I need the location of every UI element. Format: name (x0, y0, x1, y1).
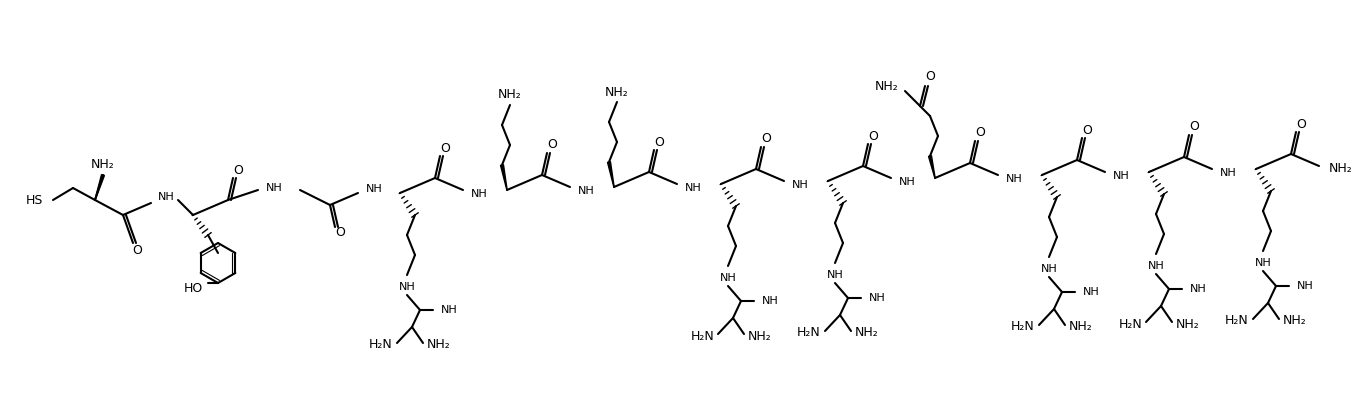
Text: NH: NH (899, 177, 915, 187)
Text: NH: NH (869, 293, 885, 303)
Text: NH₂: NH₂ (605, 86, 629, 98)
Text: H₂N: H₂N (1119, 318, 1142, 330)
Polygon shape (607, 162, 614, 187)
Text: NH: NH (578, 186, 595, 196)
Text: NH: NH (471, 189, 488, 199)
Text: NH: NH (792, 180, 808, 190)
Polygon shape (500, 165, 507, 190)
Text: HO: HO (184, 282, 203, 294)
Text: O: O (761, 132, 772, 146)
Text: NH: NH (366, 184, 382, 194)
Text: H₂N: H₂N (1012, 320, 1035, 334)
Text: O: O (925, 70, 934, 82)
Text: O: O (441, 142, 450, 154)
Text: H₂N: H₂N (797, 326, 820, 340)
Text: NH: NH (441, 305, 458, 315)
Text: NH₂: NH₂ (1176, 318, 1200, 330)
Text: O: O (1082, 124, 1092, 136)
Polygon shape (929, 156, 936, 178)
Text: NH: NH (1040, 264, 1058, 274)
Text: NH₂: NH₂ (875, 80, 898, 92)
Text: H₂N: H₂N (369, 338, 393, 352)
Text: O: O (335, 226, 344, 240)
Text: NH: NH (1006, 174, 1022, 184)
Text: NH: NH (1191, 284, 1207, 294)
Text: NH: NH (159, 192, 175, 202)
Text: NH: NH (685, 183, 702, 193)
Text: NH: NH (827, 270, 843, 280)
Text: O: O (1189, 120, 1199, 134)
Text: NH: NH (1083, 287, 1100, 297)
Text: NH: NH (1147, 261, 1165, 271)
Text: NH: NH (399, 282, 415, 292)
Text: HS: HS (26, 194, 43, 206)
Text: O: O (868, 130, 877, 142)
Text: O: O (233, 164, 243, 176)
Text: NH₂: NH₂ (1283, 314, 1307, 328)
Text: O: O (546, 138, 557, 152)
Text: NH: NH (762, 296, 778, 306)
Text: O: O (1296, 118, 1306, 130)
Text: O: O (654, 136, 664, 148)
Text: O: O (132, 244, 142, 256)
Polygon shape (95, 174, 104, 200)
Text: NH₂: NH₂ (1329, 162, 1353, 174)
Text: H₂N: H₂N (690, 330, 715, 342)
Text: NH₂: NH₂ (749, 330, 772, 342)
Text: NH: NH (1296, 281, 1314, 291)
Text: NH: NH (266, 183, 283, 193)
Text: NH: NH (1113, 171, 1130, 181)
Text: NH: NH (1254, 258, 1272, 268)
Text: NH₂: NH₂ (856, 326, 879, 340)
Text: NH₂: NH₂ (498, 88, 522, 102)
Text: NH₂: NH₂ (91, 158, 115, 172)
Text: O: O (975, 126, 984, 140)
Text: NH: NH (720, 273, 736, 283)
Text: NH₂: NH₂ (1069, 320, 1093, 334)
Text: H₂N: H₂N (1226, 314, 1249, 328)
Text: NH: NH (1220, 168, 1237, 178)
Text: NH₂: NH₂ (427, 338, 450, 352)
